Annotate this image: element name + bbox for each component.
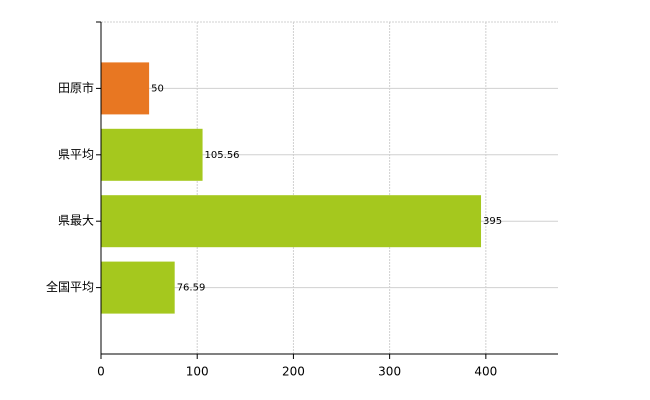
bar <box>101 261 175 314</box>
x-tick-label: 400 <box>474 365 497 379</box>
y-tick-label: 県最大 <box>58 214 94 228</box>
y-tick-label: 田原市 <box>58 80 94 95</box>
x-tick-label: 300 <box>378 365 401 379</box>
x-tick-label: 200 <box>282 365 305 379</box>
value-label: 105.56 <box>205 150 240 161</box>
value-label: 395 <box>483 216 502 227</box>
value-label: 76.59 <box>177 283 206 294</box>
x-tick-label: 100 <box>186 365 209 379</box>
bar <box>101 128 203 181</box>
y-tick-label: 県平均 <box>58 147 94 161</box>
x-tick-label: 0 <box>97 365 105 379</box>
bar <box>101 195 482 248</box>
value-label: 50 <box>151 83 164 94</box>
y-tick-label: 全国平均 <box>46 279 94 294</box>
bar <box>101 62 150 115</box>
